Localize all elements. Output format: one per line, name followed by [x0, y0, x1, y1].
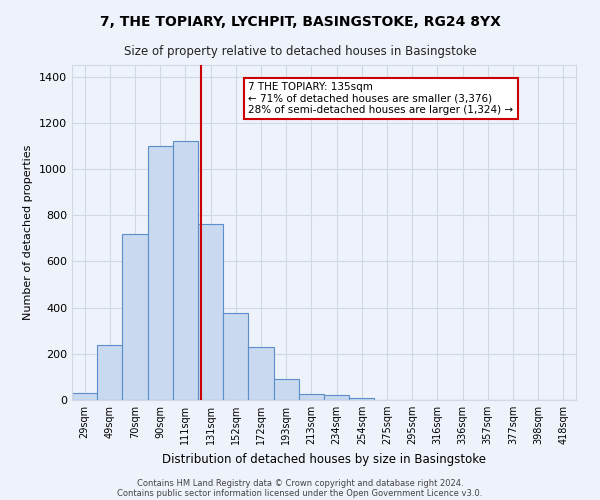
- Bar: [349, 398, 374, 400]
- Text: Contains public sector information licensed under the Open Government Licence v3: Contains public sector information licen…: [118, 488, 482, 498]
- Bar: [148, 146, 173, 400]
- Bar: [248, 347, 274, 400]
- Bar: [97, 344, 122, 400]
- Text: Size of property relative to detached houses in Basingstoke: Size of property relative to detached ho…: [124, 45, 476, 58]
- Bar: [299, 394, 324, 400]
- Y-axis label: Number of detached properties: Number of detached properties: [23, 145, 34, 320]
- Bar: [274, 379, 299, 400]
- Bar: [72, 393, 97, 400]
- Text: Contains HM Land Registry data © Crown copyright and database right 2024.: Contains HM Land Registry data © Crown c…: [137, 478, 463, 488]
- Text: 7 THE TOPIARY: 135sqm
← 71% of detached houses are smaller (3,376)
28% of semi-d: 7 THE TOPIARY: 135sqm ← 71% of detached …: [248, 82, 514, 115]
- X-axis label: Distribution of detached houses by size in Basingstoke: Distribution of detached houses by size …: [162, 452, 486, 466]
- Bar: [198, 224, 223, 400]
- Bar: [324, 396, 349, 400]
- Bar: [122, 234, 148, 400]
- Text: 7, THE TOPIARY, LYCHPIT, BASINGSTOKE, RG24 8YX: 7, THE TOPIARY, LYCHPIT, BASINGSTOKE, RG…: [100, 15, 500, 29]
- Bar: [173, 141, 198, 400]
- Bar: [223, 314, 248, 400]
